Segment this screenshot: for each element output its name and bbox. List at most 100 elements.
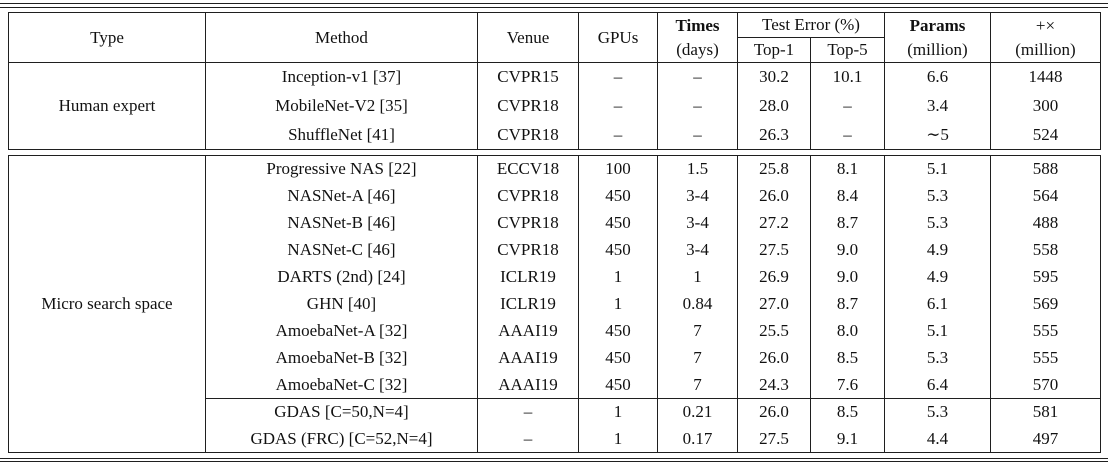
col-header-top5: Top-5: [810, 37, 885, 63]
cell-top5: 10.1: [810, 62, 885, 92]
col-header-multadds-unit: (million): [1015, 39, 1076, 59]
cell-top1: 26.0: [737, 344, 811, 372]
cell-times: 3-4: [657, 209, 738, 237]
cell-params: 5.1: [884, 155, 991, 183]
cell-params: 6.6: [884, 62, 991, 92]
cell-venue: CVPR15: [477, 62, 579, 92]
cell-venue: –: [477, 425, 579, 453]
cell-gpus: 100: [578, 155, 658, 183]
cell-venue: AAAI19: [477, 344, 579, 372]
table-row: NASNet-A [46] CVPR18 450 3-4 26.0 8.4 5.3 564: [9, 182, 1101, 210]
cell-method: GDAS (FRC) [C=52,N=4]: [205, 425, 478, 453]
cell-venue: –: [477, 398, 579, 426]
cell-flops: 1448: [990, 62, 1101, 92]
cell-venue: CVPR18: [477, 209, 579, 237]
cell-method: GDAS [C=50,N=4]: [205, 398, 478, 426]
cell-params: 6.4: [884, 371, 991, 399]
cell-top1: 25.5: [737, 317, 811, 345]
cell-top5: 8.7: [810, 209, 885, 237]
col-header-params: Params (million): [884, 12, 991, 63]
cell-params: 3.4: [884, 91, 991, 121]
cell-times: 7: [657, 344, 738, 372]
table-row: MobileNet-V2 [35] CVPR18– –28.0–3.4 300: [9, 91, 1101, 121]
cell-params: 5.3: [884, 209, 991, 237]
cell-times: 3-4: [657, 182, 738, 210]
cell-flops: 555: [990, 344, 1101, 372]
cell-method: NASNet-B [46]: [205, 209, 478, 237]
cell-method: NASNet-A [46]: [205, 182, 478, 210]
cell-gpus: 1: [578, 263, 658, 291]
cell-gpus: 450: [578, 182, 658, 210]
cell-venue: AAAI19: [477, 371, 579, 399]
cell-flops: 488: [990, 209, 1101, 237]
cell-top5: 8.4: [810, 182, 885, 210]
col-header-type: Type: [8, 12, 206, 63]
cell-top5: 8.5: [810, 344, 885, 372]
table-header: Type Method Venue GPUs Times (days) Test…: [8, 12, 1101, 63]
cell-times: 0.84: [657, 290, 738, 318]
table-row: AmoebaNet-B [32] AAAI19 450 7 26.0 8.5 5.3 555: [9, 344, 1101, 372]
cell-top1: 26.0: [737, 182, 811, 210]
col-header-params-label: Params: [909, 15, 966, 35]
table-row: GDAS (FRC) [C=52,N=4] –1 0.17 27.5 9.1 4.4 497: [9, 425, 1101, 453]
cell-top5: –: [810, 120, 885, 150]
cell-params: 4.9: [884, 263, 991, 291]
section-micro-search-space: Micro search space Progressive NAS [22] EC…: [8, 155, 1101, 453]
section-human-expert: Human expert Inception-v1 [37] CVPR15– –30.…: [8, 62, 1101, 150]
cell-times: 0.21: [657, 398, 738, 426]
cell-top1: 27.0: [737, 290, 811, 318]
col-header-multadds-label: +×: [1035, 15, 1056, 35]
cell-method: ShuffleNet [41]: [205, 120, 478, 150]
cell-top1: 24.3: [737, 371, 811, 399]
cell-method: AmoebaNet-A [32]: [205, 317, 478, 345]
cell-flops: 581: [990, 398, 1101, 426]
table-row: ShuffleNet [41] CVPR18– –26.3– ∼5 524: [9, 120, 1101, 150]
table-row: AmoebaNet-C [32] AAAI19 450 7 24.3 7.6 6.4 570: [9, 371, 1101, 399]
col-header-venue: Venue: [477, 12, 579, 63]
cell-method: Progressive NAS [22]: [205, 155, 478, 183]
cell-flops: 564: [990, 182, 1101, 210]
cell-venue: ICLR19: [477, 263, 579, 291]
cell-times: –: [657, 120, 738, 150]
cell-top1: 25.8: [737, 155, 811, 183]
cell-gpus: 450: [578, 344, 658, 372]
cell-flops: 595: [990, 263, 1101, 291]
table-row: NASNet-C [46] CVPR18 450 3-4 27.5 9.0 4.9 558: [9, 236, 1101, 264]
top-double-rule: [0, 3, 1108, 8]
cell-flops: 555: [990, 317, 1101, 345]
cell-gpus: –: [578, 91, 658, 121]
cell-flops: 570: [990, 371, 1101, 399]
cell-times: 7: [657, 371, 738, 399]
cell-top1: 30.2: [737, 62, 811, 92]
cell-params: 5.3: [884, 182, 991, 210]
cell-top5: 8.5: [810, 398, 885, 426]
row-group-type-label: Micro search space: [8, 155, 206, 453]
col-header-test-error: Test Error (%): [737, 12, 885, 38]
cell-times: 1: [657, 263, 738, 291]
cell-times: 7: [657, 317, 738, 345]
cell-venue: CVPR18: [477, 236, 579, 264]
col-header-times: Times (days): [657, 12, 738, 63]
cell-top1: 27.5: [737, 236, 811, 264]
col-header-top1: Top-1: [737, 37, 811, 63]
cell-venue: AAAI19: [477, 317, 579, 345]
row-group-type-label: Human expert: [8, 62, 206, 150]
cell-flops: 300: [990, 91, 1101, 121]
col-header-multadds: +× (million): [990, 12, 1101, 63]
cell-venue: CVPR18: [477, 120, 579, 150]
cell-method: DARTS (2nd) [24]: [205, 263, 478, 291]
table-header-and-human-expert-section: Type Method Venue GPUs Times (days) Test…: [8, 12, 1101, 150]
cell-venue: ICLR19: [477, 290, 579, 318]
cell-params: 6.1: [884, 290, 991, 318]
table-row: AmoebaNet-A [32] AAAI19 450 7 25.5 8.0 5.1 555: [9, 317, 1101, 345]
table-micro-search-space-section: Micro search space Progressive NAS [22] EC…: [8, 155, 1101, 453]
cell-top5: 7.6: [810, 371, 885, 399]
cell-gpus: –: [578, 62, 658, 92]
cell-method: AmoebaNet-C [32]: [205, 371, 478, 399]
cell-method: Inception-v1 [37]: [205, 62, 478, 92]
cell-params: ∼5: [884, 120, 991, 150]
cell-flops: 569: [990, 290, 1101, 318]
cell-flops: 497: [990, 425, 1101, 453]
cell-params: 5.3: [884, 344, 991, 372]
cell-top5: 8.0: [810, 317, 885, 345]
